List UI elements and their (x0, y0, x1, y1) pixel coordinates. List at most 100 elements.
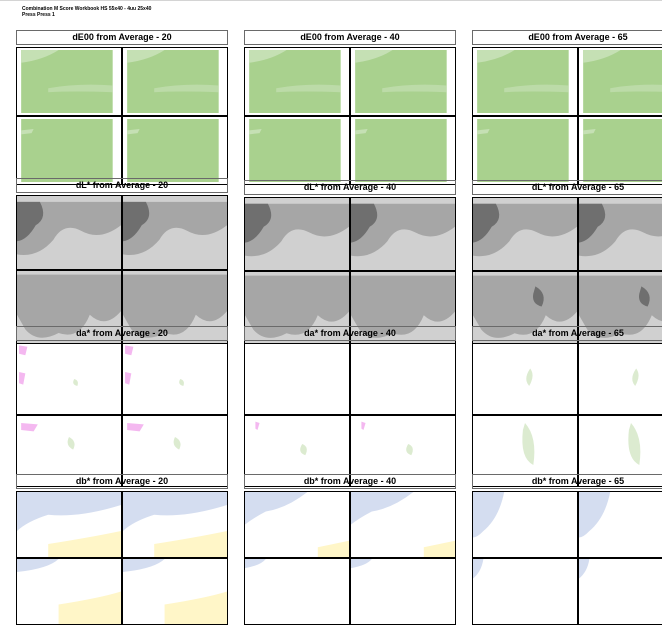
contour-shape (245, 559, 266, 569)
contour-grid (244, 197, 456, 345)
contour-shape (351, 344, 455, 414)
chart-panel-de00-20: dE00 from Average - 20 (16, 30, 228, 185)
contour-plot (17, 196, 121, 269)
panel-title: dE00 from Average - 65 (472, 30, 662, 45)
contour-plot (473, 559, 577, 624)
panel-title: dE00 from Average - 20 (16, 30, 228, 45)
contour-plot (245, 117, 349, 184)
contour-shape (351, 198, 455, 270)
contour-shape (21, 423, 75, 450)
chart-panel-da-65: da* from Average - 65 (472, 326, 662, 487)
contour-shape (579, 492, 611, 538)
panel-title: da* from Average - 20 (16, 326, 228, 341)
contour-plot (123, 196, 227, 269)
contour-shape (351, 272, 455, 344)
chart-panel-dl-20: dL* from Average - 20 (16, 178, 228, 345)
chart-panel-db-65: db* from Average - 65 (472, 474, 662, 625)
contour-shape (123, 559, 227, 624)
contour-plot (123, 117, 227, 184)
contour-plot (245, 198, 349, 270)
contour-plot (123, 559, 227, 624)
contour-shape (245, 344, 349, 414)
contour-shape (583, 50, 662, 113)
contour-plot (17, 48, 121, 115)
contour-shape (355, 119, 447, 182)
chart-panel-dl-40: dL* from Average - 40 (244, 180, 456, 345)
contour-shape (127, 50, 219, 113)
contour-plot (351, 117, 455, 184)
panel-title: db* from Average - 20 (16, 474, 228, 489)
contour-shape (19, 345, 78, 386)
contour-shape (249, 50, 341, 113)
contour-plot (473, 48, 577, 115)
contour-plot (579, 559, 662, 624)
contour-shape (579, 272, 662, 344)
contour-shape (477, 119, 569, 182)
contour-shape (245, 198, 349, 270)
contour-plot (245, 344, 349, 414)
contour-shape (17, 196, 121, 269)
contour-shape (526, 368, 533, 386)
contour-shape (21, 119, 113, 182)
contour-shape (21, 50, 113, 113)
contour-plot (473, 344, 577, 414)
contour-grid (472, 343, 662, 487)
contour-plot (473, 272, 577, 344)
panel-title: dL* from Average - 65 (472, 180, 662, 195)
contour-plot (579, 344, 662, 414)
contour-plot (351, 48, 455, 115)
contour-plot (579, 492, 662, 557)
contour-plot (473, 117, 577, 184)
contour-shape (628, 423, 641, 465)
contour-shape (125, 345, 184, 386)
workbook-title: Combination M Score Workbook HS 55x40 - … (22, 6, 152, 12)
contour-shape (127, 423, 181, 450)
contour-shape (361, 421, 413, 456)
contour-shape (583, 119, 662, 182)
panel-title: db* from Average - 40 (244, 474, 456, 489)
chart-panel-db-40: db* from Average - 40 (244, 474, 456, 625)
contour-plot (579, 198, 662, 270)
contour-shape (522, 423, 535, 465)
contour-plot (473, 492, 577, 557)
contour-grid (472, 47, 662, 185)
contour-shape (579, 559, 590, 579)
contour-shape (245, 272, 349, 344)
contour-plot (473, 198, 577, 270)
chart-panel-da-20: da* from Average - 20 (16, 326, 228, 487)
contour-plot (123, 271, 227, 344)
contour-plot (245, 48, 349, 115)
contour-shape (127, 119, 219, 182)
contour-plot (17, 271, 121, 344)
chart-panel-dl-65: dL* from Average - 65 (472, 180, 662, 345)
contour-plot (123, 492, 227, 557)
contour-plot (351, 344, 455, 414)
contour-plot (17, 344, 121, 414)
contour-shape (473, 198, 577, 270)
contour-grid (16, 491, 228, 625)
contour-plot (351, 559, 455, 624)
contour-shape (123, 196, 227, 269)
panel-title: dL* from Average - 40 (244, 180, 456, 195)
contour-plot (17, 492, 121, 557)
contour-plot (17, 117, 121, 184)
contour-shape (249, 119, 341, 182)
top-rule (0, 0, 662, 1)
contour-plot (245, 272, 349, 344)
contour-shape (17, 271, 121, 344)
chart-panel-db-20: db* from Average - 20 (16, 474, 228, 625)
panel-title: db* from Average - 65 (472, 474, 662, 489)
contour-shape (351, 559, 372, 569)
contour-plot (579, 48, 662, 115)
contour-plot (351, 272, 455, 344)
contour-shape (473, 492, 505, 538)
panel-title: da* from Average - 40 (244, 326, 456, 341)
contour-plot (351, 198, 455, 270)
press-label: Press Press 1 (22, 12, 55, 18)
contour-shape (351, 492, 455, 557)
contour-plot (123, 48, 227, 115)
panel-title: da* from Average - 65 (472, 326, 662, 341)
contour-plot (123, 344, 227, 414)
contour-shape (579, 198, 662, 270)
contour-shape (17, 492, 121, 557)
